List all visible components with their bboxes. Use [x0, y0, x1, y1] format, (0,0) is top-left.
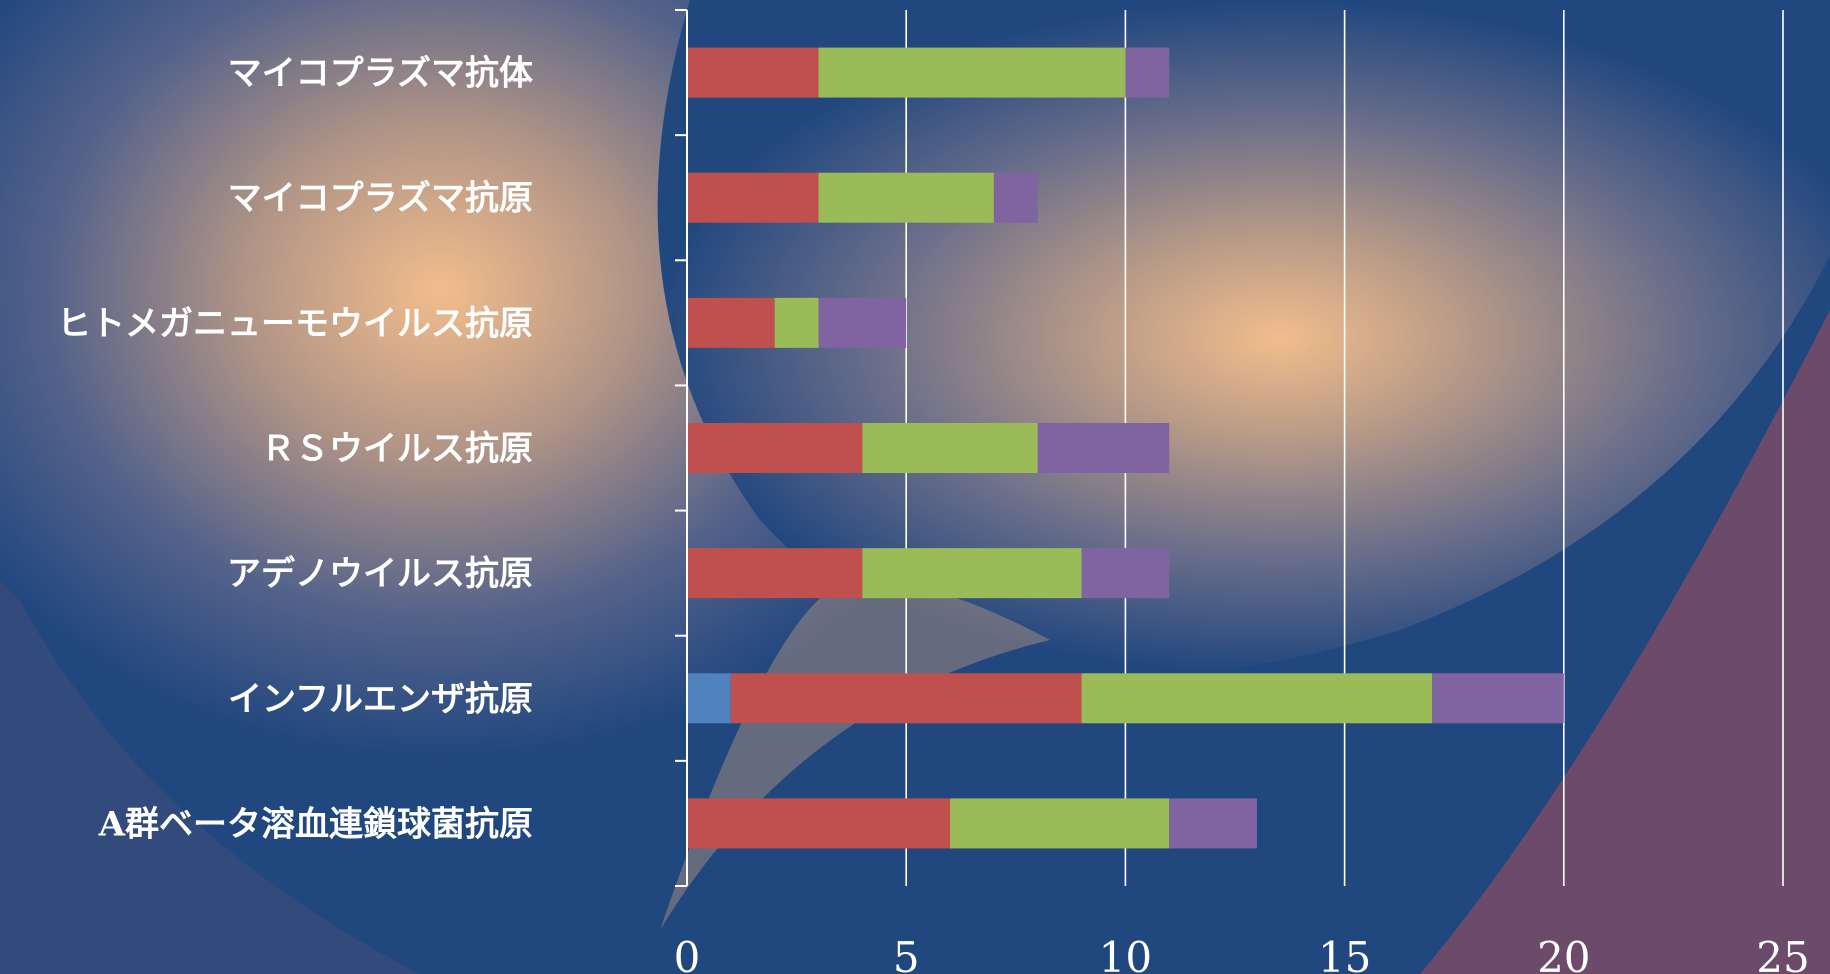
- bar-segment-series-3: [1081, 673, 1433, 724]
- x-axis-tick-labels: 0 5 10 15 20 25: [674, 933, 1810, 974]
- bar-segment-series-4: [993, 172, 1038, 223]
- x-tick-label: 5: [893, 933, 920, 974]
- x-tick-label: 15: [1318, 933, 1371, 974]
- bar-segment-series-1: [687, 673, 731, 724]
- bar-segment-series-2: [687, 798, 951, 849]
- category-label: ＲＳウイルス抗原: [261, 429, 533, 469]
- bar-segment-series-4: [1169, 798, 1257, 849]
- x-tick-label: 20: [1537, 933, 1590, 974]
- category-label: アデノウイルス抗原: [227, 554, 533, 594]
- bar-segment-series-2: [687, 297, 775, 348]
- bar-segment-series-4: [1125, 47, 1170, 98]
- bar-segment-series-3: [774, 297, 819, 348]
- bar-segment-series-3: [818, 47, 1126, 98]
- bar-segment-series-2: [687, 423, 863, 473]
- category-label: インフルエンザ抗原: [228, 679, 533, 719]
- bar-segment-series-2: [687, 548, 863, 599]
- background-wedge-bottom-left: [0, 560, 420, 974]
- x-tick-label: 0: [674, 933, 701, 974]
- bar-segment-series-3: [818, 172, 994, 223]
- bar-segment-series-2: [730, 673, 1082, 724]
- category-label: マイコプラズマ抗原: [228, 179, 533, 219]
- x-tick-label: 10: [1099, 933, 1152, 974]
- category-label: ヒトメガニューモウイルス抗原: [57, 304, 533, 344]
- bar-segment-series-3: [862, 423, 1038, 473]
- background-corner-right: [1420, 310, 1830, 974]
- bar-segment-series-4: [1081, 548, 1170, 599]
- category-axis: [675, 9, 688, 887]
- bar-segment-series-2: [687, 172, 819, 223]
- background-curve-mid: [660, 581, 1050, 930]
- category-label: A群ベータ溶血連鎖球菌抗原: [98, 804, 533, 844]
- bar-series: [687, 47, 1564, 849]
- bar-segment-series-4: [1432, 673, 1564, 724]
- background-crescent: [657, 0, 1830, 676]
- bar-segment-series-3: [950, 798, 1170, 849]
- category-label: マイコプラズマ抗体: [228, 54, 533, 94]
- x-tick-label: 25: [1756, 933, 1809, 974]
- bar-segment-series-3: [862, 548, 1082, 599]
- bar-segment-series-2: [687, 47, 819, 98]
- bar-segment-series-4: [1037, 423, 1170, 473]
- bar-segment-series-4: [818, 297, 907, 348]
